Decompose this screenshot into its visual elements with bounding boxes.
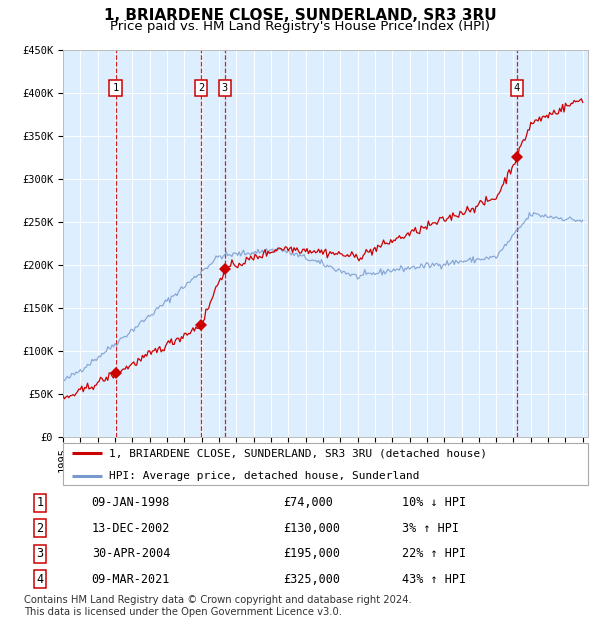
Text: 1, BRIARDENE CLOSE, SUNDERLAND, SR3 3RU (detached house): 1, BRIARDENE CLOSE, SUNDERLAND, SR3 3RU … bbox=[109, 448, 487, 458]
Text: £195,000: £195,000 bbox=[283, 547, 340, 560]
Text: £74,000: £74,000 bbox=[283, 497, 334, 509]
Text: 13-DEC-2002: 13-DEC-2002 bbox=[92, 522, 170, 535]
Text: 10% ↓ HPI: 10% ↓ HPI bbox=[402, 497, 466, 509]
Text: £130,000: £130,000 bbox=[283, 522, 340, 535]
Text: 1: 1 bbox=[36, 497, 43, 509]
Text: 09-JAN-1998: 09-JAN-1998 bbox=[92, 497, 170, 509]
Text: 3% ↑ HPI: 3% ↑ HPI bbox=[402, 522, 459, 535]
Text: 43% ↑ HPI: 43% ↑ HPI bbox=[402, 573, 466, 586]
Text: 2: 2 bbox=[36, 522, 43, 535]
Text: £325,000: £325,000 bbox=[283, 573, 340, 586]
Text: 4: 4 bbox=[36, 573, 43, 586]
Text: 2: 2 bbox=[198, 83, 204, 94]
FancyBboxPatch shape bbox=[63, 443, 588, 485]
Text: Price paid vs. HM Land Registry's House Price Index (HPI): Price paid vs. HM Land Registry's House … bbox=[110, 20, 490, 33]
Text: 4: 4 bbox=[514, 83, 520, 94]
Text: 3: 3 bbox=[36, 547, 43, 560]
Text: 09-MAR-2021: 09-MAR-2021 bbox=[92, 573, 170, 586]
Text: 3: 3 bbox=[221, 83, 228, 94]
Text: HPI: Average price, detached house, Sunderland: HPI: Average price, detached house, Sund… bbox=[109, 471, 420, 480]
Text: Contains HM Land Registry data © Crown copyright and database right 2024.
This d: Contains HM Land Registry data © Crown c… bbox=[24, 595, 412, 617]
Text: 30-APR-2004: 30-APR-2004 bbox=[92, 547, 170, 560]
Text: 1: 1 bbox=[112, 83, 119, 94]
Text: 22% ↑ HPI: 22% ↑ HPI bbox=[402, 547, 466, 560]
Text: 1, BRIARDENE CLOSE, SUNDERLAND, SR3 3RU: 1, BRIARDENE CLOSE, SUNDERLAND, SR3 3RU bbox=[104, 8, 496, 23]
